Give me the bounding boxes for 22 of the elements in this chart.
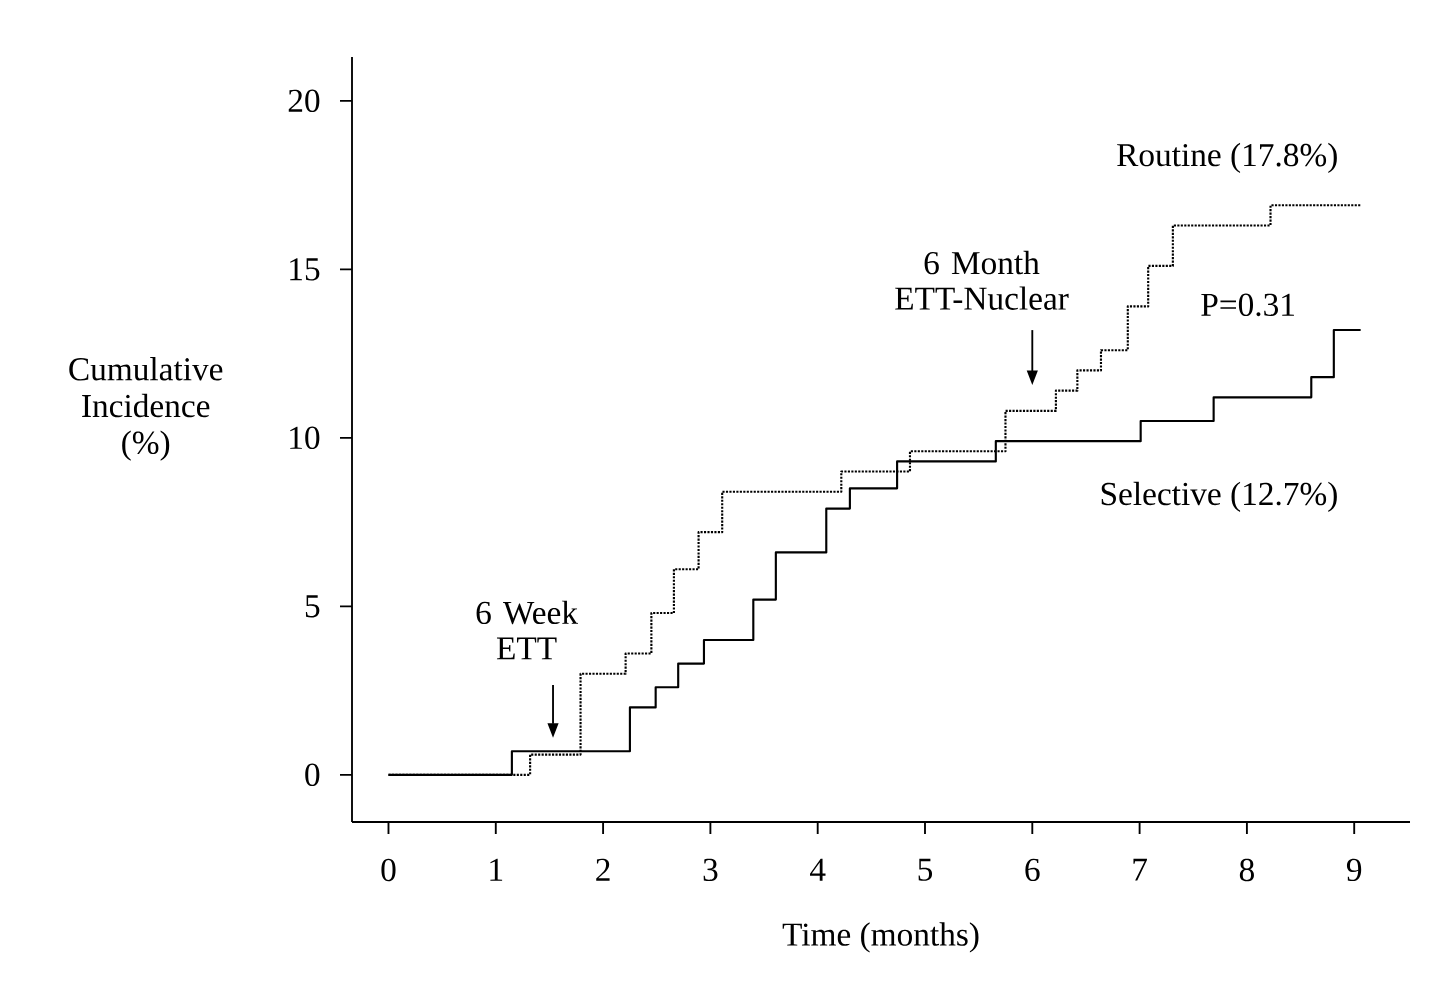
x-tick-label: 5: [918, 858, 933, 881]
y-tick-label: 10: [290, 426, 320, 450]
x-tick-label: 0: [381, 858, 396, 882]
x-tick-label: 3: [703, 858, 718, 882]
y-tick-label: 20: [288, 89, 320, 113]
x-tick-label: 4: [810, 858, 826, 881]
series-label: Selective (12.7%): [1101, 481, 1337, 512]
y-axis-title: Cumulative Incidence (%): [69, 357, 223, 461]
x-tick-label: 8: [1239, 858, 1254, 882]
x-tick-label: 2: [596, 858, 610, 881]
x-tick-label: 1: [490, 858, 503, 881]
y-tick-label: 0: [305, 763, 320, 787]
annotation: 6 Week ETT: [476, 600, 579, 660]
x-tick-label: 7: [1133, 858, 1147, 881]
y-tick-label: 5: [305, 595, 320, 618]
annotation: 6 Month ETT-Nuclear: [895, 250, 1069, 310]
y-tick-label: 15: [290, 258, 320, 281]
x-axis-title: Time (months): [782, 922, 979, 953]
x-tick-label: 6: [1025, 858, 1040, 882]
series-label: Routine (17.8%): [1117, 142, 1337, 174]
annotation: P=0.31: [1201, 293, 1294, 317]
x-tick-label: 9: [1346, 858, 1362, 882]
